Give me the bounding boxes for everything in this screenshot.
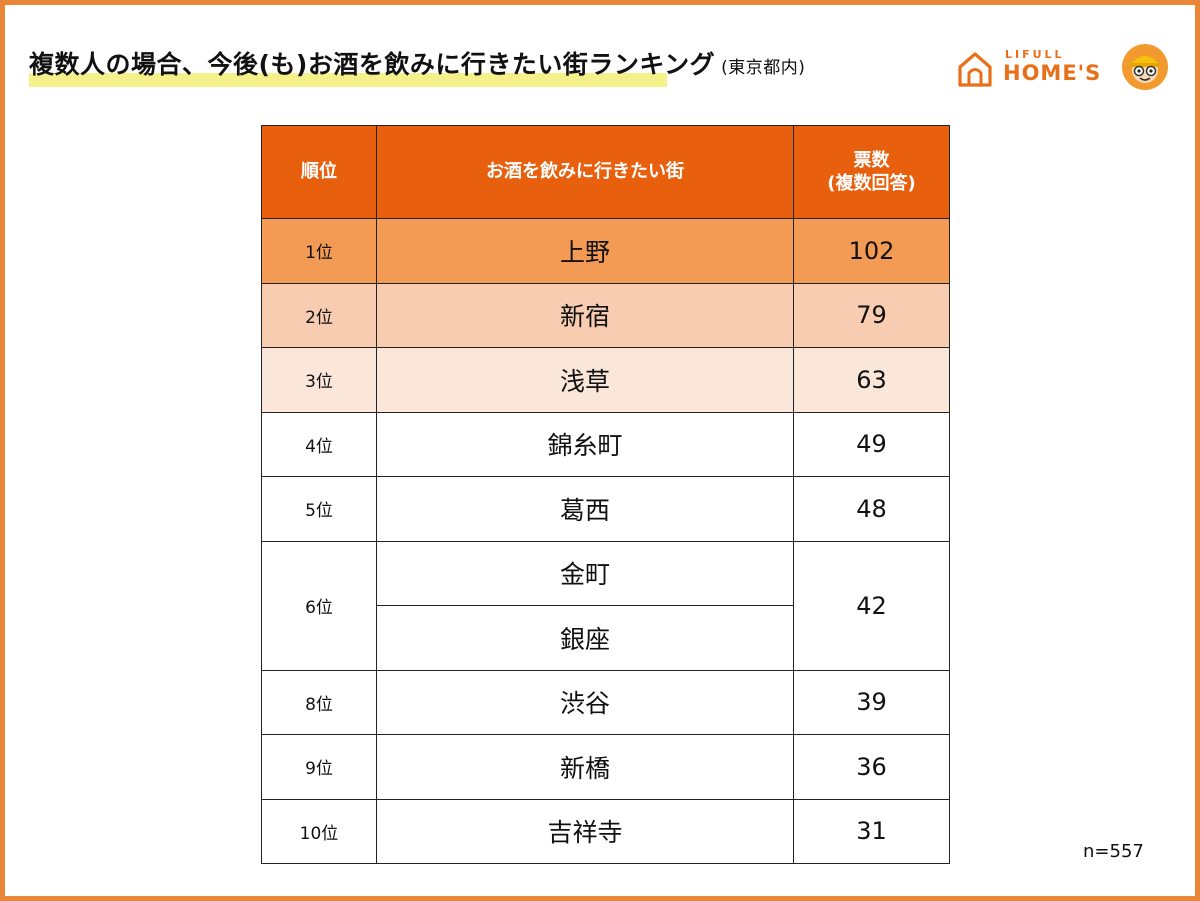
town-cell: 渋谷: [376, 669, 794, 735]
ranking-table: 順位 お酒を飲みに行きたい街 票数 (複数回答) 1位 上野 102 2位 新宿 79 3位浅…: [261, 125, 950, 864]
house-icon: [958, 52, 992, 87]
mascot-icon: [1122, 44, 1168, 90]
title-main: 複数人の場合、今後(も)お酒を飲みに行きたい街ランキング: [29, 50, 716, 79]
votes-cell: 79: [793, 282, 950, 348]
header-rank: 順位: [261, 125, 377, 219]
town-cell: 新宿: [376, 282, 794, 348]
table-row: 2位 新宿 79: [261, 282, 950, 348]
votes-cell: 63: [793, 347, 950, 413]
table-row: 9位 新橋 36: [261, 734, 950, 800]
table-row: 10位 吉祥寺 31: [261, 798, 950, 864]
votes-cell: 36: [793, 734, 950, 800]
rank-cell: 9位: [261, 734, 377, 800]
table-row: 3位 浅草 63: [261, 347, 950, 413]
rank-cell: 8位: [261, 669, 377, 735]
table-row: 1位 上野 102: [261, 218, 950, 284]
header-town: お酒を飲みに行きたい街: [376, 125, 794, 219]
town-cell: 金町: [376, 540, 794, 606]
title-sub: (東京都内): [721, 58, 806, 78]
town-cell: 吉祥寺: [376, 798, 794, 864]
table-row: 5位 葛西 48: [261, 476, 950, 542]
title-highlight: [29, 73, 667, 87]
town-cell: 浅草: [376, 347, 794, 413]
votes-cell: 102: [793, 218, 950, 284]
town-cell: 葛西: [376, 476, 794, 542]
table-row: 4位 錦糸町 49: [261, 411, 950, 477]
logo-line2: HOME'S: [1003, 61, 1102, 85]
rank-cell: 2位: [261, 282, 377, 348]
sample-size-note: n=557: [1083, 841, 1144, 862]
votes-cell: 31: [793, 798, 950, 864]
table-row: 6位 金町 42: [261, 540, 950, 671]
rank-cell: 4位: [261, 411, 377, 477]
rank-cell: 6位: [261, 540, 377, 671]
page-title: 複数人の場合、今後(も)お酒を飲みに行きたい街ランキング (東京都内): [29, 45, 805, 81]
rank-cell: 1位: [261, 218, 377, 284]
table-row: 8位 渋谷 39: [261, 669, 950, 735]
rank-cell: 10位: [261, 798, 377, 864]
votes-cell: 42: [793, 540, 950, 671]
votes-cell: 39: [793, 669, 950, 735]
header-votes: 票数 (複数回答): [793, 125, 950, 219]
table-header-row: 順位 お酒を飲みに行きたい街 票数 (複数回答): [261, 125, 950, 219]
votes-cell: 49: [793, 411, 950, 477]
town-cell: 新橋: [376, 734, 794, 800]
votes-cell: 48: [793, 476, 950, 542]
town-cell: 錦糸町: [376, 411, 794, 477]
header-votes-line: 票数: [853, 149, 890, 171]
rank-cell: 3位: [261, 347, 377, 413]
table-row: 銀座: [262, 605, 950, 671]
town-cell: 銀座: [376, 605, 794, 671]
rank-cell: 5位: [261, 476, 377, 542]
logo-line1: LIFULL: [1005, 48, 1065, 61]
title-area: 複数人の場合、今後(も)お酒を飲みに行きたい街ランキング (東京都内): [29, 45, 805, 87]
town-cell: 上野: [376, 218, 794, 284]
header-votes-line: (複数回答): [827, 173, 916, 194]
